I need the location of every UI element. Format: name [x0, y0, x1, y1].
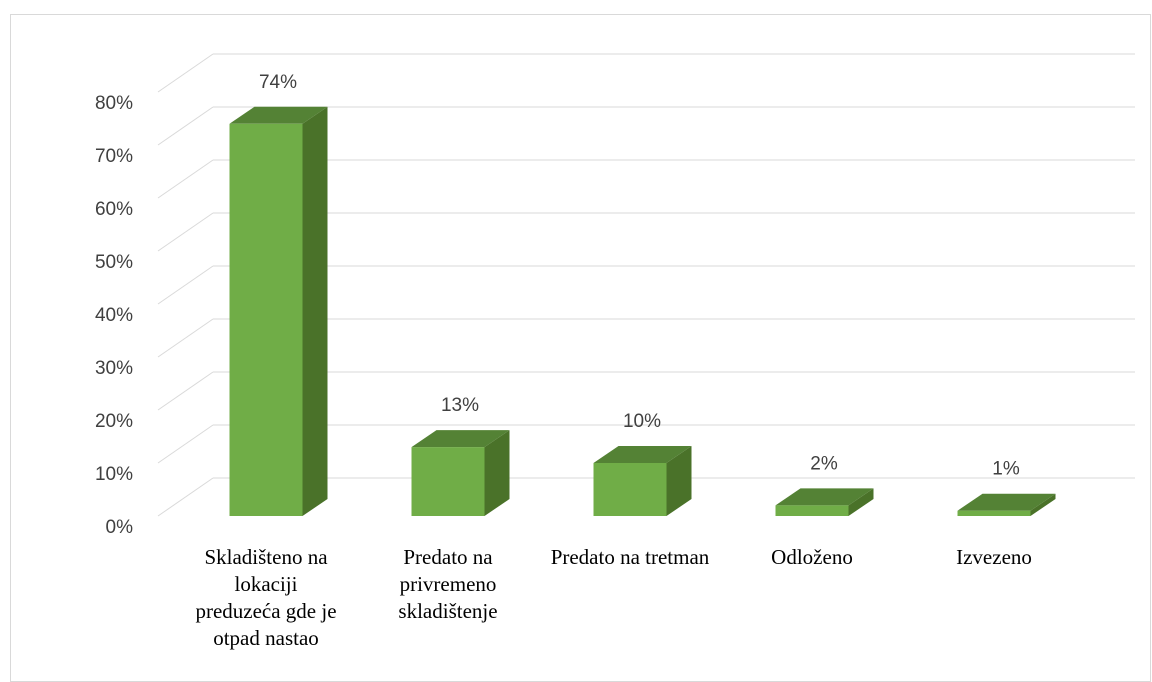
- bar: [411, 447, 485, 516]
- side-grid-line: [157, 53, 214, 93]
- y-tick-label: 60%: [95, 199, 133, 220]
- chart-border: [10, 14, 1151, 682]
- x-tick-label: Predato na privremeno skladištenje: [398, 545, 498, 623]
- bar-side: [484, 430, 510, 516]
- x-tick-label: Odloženo: [771, 545, 853, 569]
- y-tick-label: 30%: [95, 358, 133, 379]
- side-grid-line: [157, 424, 214, 464]
- bar: [957, 510, 1031, 516]
- value-label: 74%: [259, 72, 297, 93]
- y-tick-label: 10%: [95, 464, 133, 485]
- x-tick-label: Predato na tretman: [550, 545, 710, 569]
- side-grid-line: [157, 159, 214, 199]
- y-tick-label: 80%: [95, 93, 133, 114]
- value-label: 13%: [441, 395, 479, 416]
- side-grid-line: [157, 318, 214, 358]
- bar-side: [848, 488, 874, 516]
- side-grid-line: [157, 212, 214, 252]
- y-tick-label: 40%: [95, 305, 133, 326]
- bar-side: [666, 446, 692, 516]
- value-label: 2%: [810, 453, 838, 474]
- bar-top: [775, 488, 874, 506]
- bar-top: [411, 430, 510, 448]
- bar-top: [593, 446, 692, 463]
- y-tick-label: 50%: [95, 252, 133, 273]
- y-tick-label: 20%: [95, 411, 133, 432]
- bar-side: [302, 106, 328, 517]
- bar-top: [229, 106, 328, 124]
- bar-side: [1030, 493, 1056, 516]
- side-grid-line: [157, 371, 214, 411]
- side-grid-line: [157, 106, 214, 146]
- value-label: 10%: [623, 411, 661, 432]
- side-grid-line: [157, 477, 214, 517]
- x-tick-label: Skladišteno na lokaciji preduzeća gde je…: [195, 545, 337, 650]
- bar: [775, 505, 849, 516]
- x-tick-label: Izvezeno: [956, 545, 1032, 569]
- bar-top: [957, 493, 1056, 511]
- value-label: 1%: [992, 459, 1020, 480]
- side-grid-line: [157, 265, 214, 305]
- y-tick-label: 0%: [106, 517, 134, 538]
- y-tick-label: 70%: [95, 146, 133, 167]
- bar: [593, 463, 667, 516]
- bar: [229, 123, 303, 517]
